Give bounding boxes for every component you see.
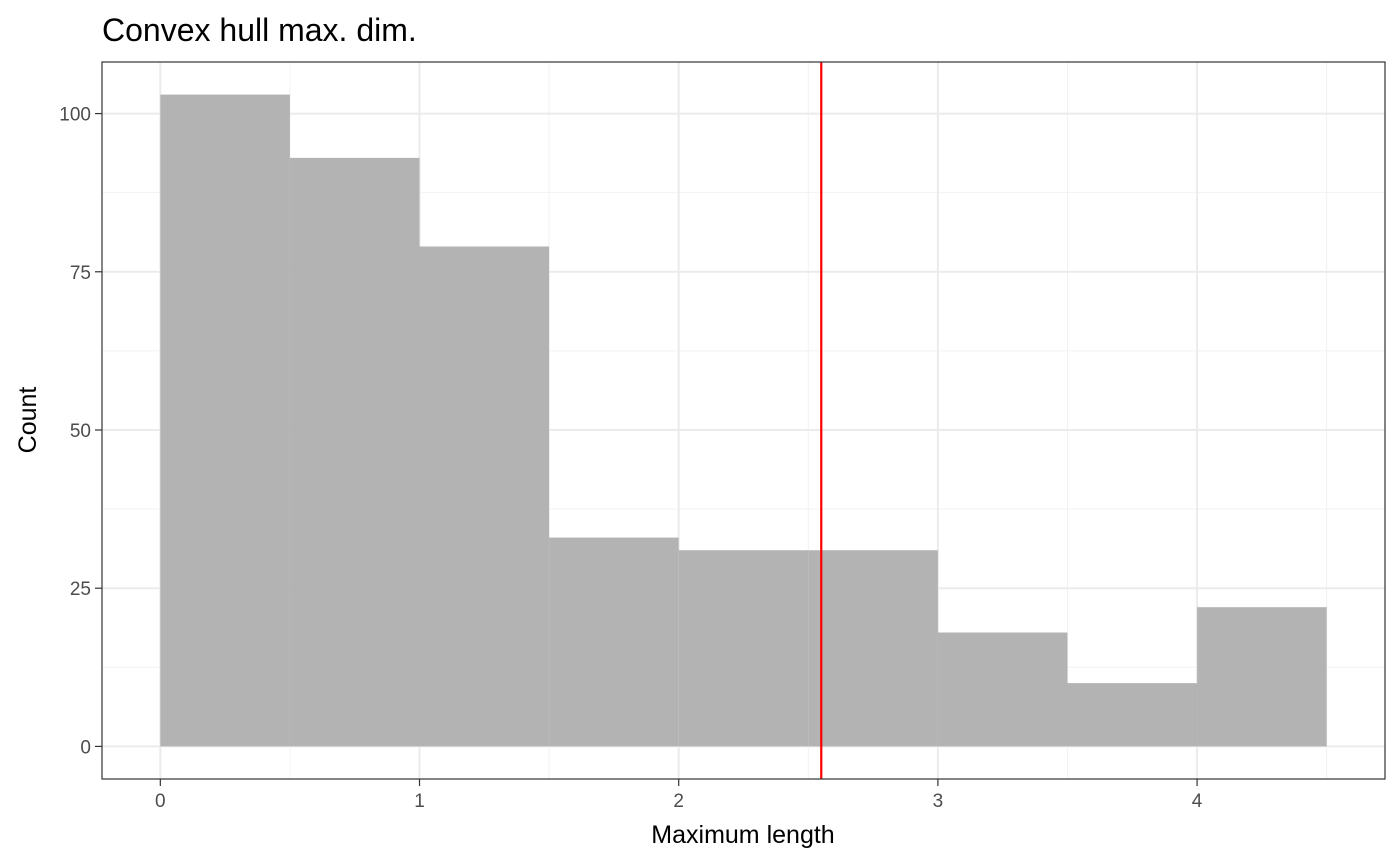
y-tick-label: 0 <box>80 737 91 758</box>
histogram-bar <box>549 537 679 747</box>
x-axis-title: Maximum length <box>651 821 834 849</box>
histogram-bar <box>678 550 809 747</box>
y-axis-ticks: 0 25 50 75 100 <box>59 105 102 758</box>
x-tick-label: 3 <box>933 791 944 812</box>
x-tick-label: 0 <box>155 791 166 812</box>
y-axis-title: Count <box>14 387 42 454</box>
histogram-bar <box>289 157 420 747</box>
histogram-bar <box>1197 607 1327 747</box>
histogram-bar <box>1067 683 1198 747</box>
x-tick-label: 2 <box>673 791 684 812</box>
plot-panel-border <box>101 61 1386 780</box>
y-tick-label: 100 <box>59 105 91 126</box>
y-tick-label: 50 <box>70 421 91 442</box>
bars <box>160 94 1327 747</box>
histogram-bar <box>419 246 550 747</box>
x-tick-label: 4 <box>1192 791 1203 812</box>
x-tick-label: 1 <box>414 791 425 812</box>
histogram-bar <box>808 550 938 747</box>
histogram-bar <box>160 94 290 747</box>
x-axis-ticks: 0 1 2 3 4 <box>155 779 1203 812</box>
chart-title: Convex hull max. dim. <box>102 12 417 48</box>
y-tick-label: 75 <box>70 263 91 284</box>
y-tick-label: 25 <box>70 579 91 600</box>
histogram-bar <box>937 632 1068 747</box>
